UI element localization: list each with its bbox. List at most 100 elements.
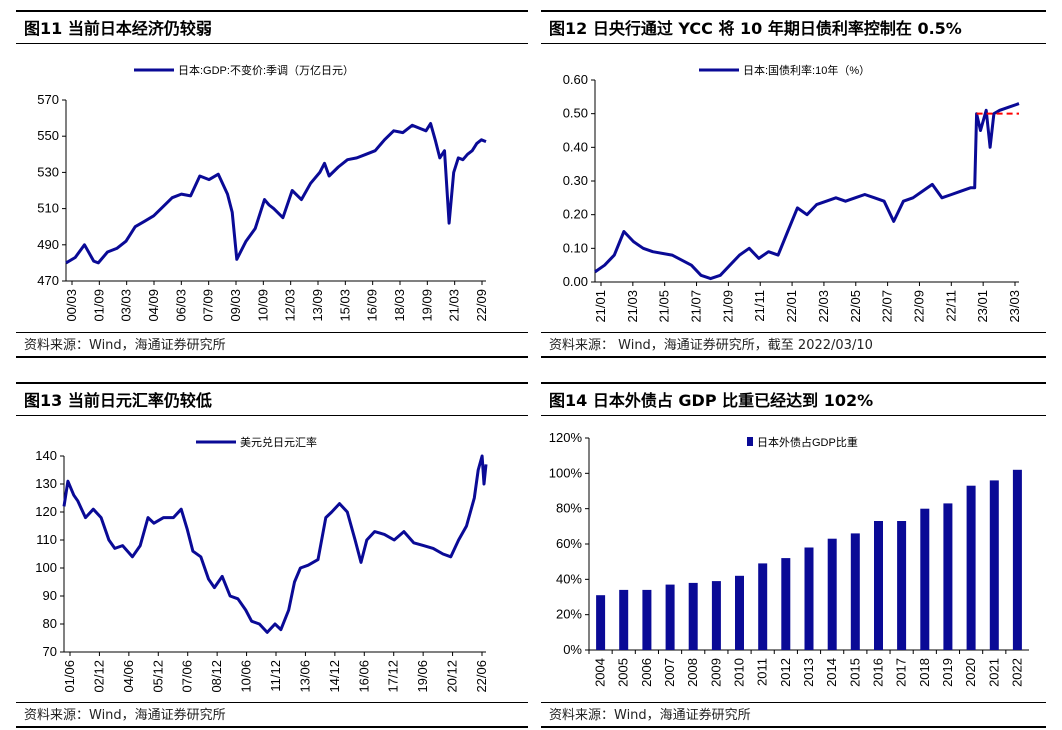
bar: [874, 521, 883, 650]
x-tick-label: 04/06: [121, 660, 136, 693]
source-note: 资料来源： Wind，海通证券研究所，截至 2022/03/10: [541, 332, 1046, 358]
y-tick-label: 20%: [556, 607, 582, 622]
x-tick-label: 2016: [870, 658, 885, 687]
external-debt-chart: 0% 20% 40% 60% 80% 100% 120% 2004 2005 2006 2007 20…: [549, 430, 1029, 687]
x-tick-label: 22/07: [880, 290, 895, 323]
bar: [920, 508, 930, 650]
x-tick-label: 2007: [662, 658, 677, 687]
y-tick-label: 70: [43, 644, 57, 659]
x-tick-label: 21/09: [720, 290, 735, 323]
panel-title: 图11 当前日本经济仍较弱: [16, 10, 528, 44]
x-tick-label: 2012: [778, 658, 793, 687]
x-tick-label: 2019: [940, 658, 955, 687]
x-tick-label: 06/03: [173, 289, 188, 322]
y-tick-label: 0.00: [563, 274, 588, 289]
x-tick-label: 22/09: [911, 290, 926, 323]
y-tick-label: 510: [37, 201, 59, 216]
bar: [665, 584, 675, 650]
source-note: 资料来源：Wind，海通证券研究所: [16, 332, 528, 358]
x-tick-label: 01/09: [91, 289, 106, 322]
x-tick-label: 2008: [685, 658, 700, 687]
y-tick-label: 0.60: [563, 72, 588, 87]
panel-external-debt: 图14 日本外债占 GDP 比重已经达到 102% 0% 20% 40% 60% 80%…: [541, 382, 1046, 728]
x-tick-label: 2021: [986, 658, 1001, 687]
legend-label: 日本:国债利率:10年（%）: [743, 63, 870, 77]
x-tick-label: 19/06: [415, 660, 430, 693]
y-tick-label: 0.30: [563, 173, 588, 188]
legend-label: 日本:GDP:不变价:季调（万亿日元）: [178, 63, 354, 77]
y-tick-label: 40%: [556, 571, 582, 586]
x-tick-label: 23/01: [975, 290, 990, 323]
x-tick-label: 21/11: [752, 290, 767, 322]
legend-label: 美元兑日元汇率: [240, 435, 317, 449]
x-tick-label: 2018: [917, 658, 932, 687]
bar: [827, 538, 837, 650]
gdp-chart: 470 490 510 530 550 570 00/03 01/09 03/03 04/09 06…: [37, 63, 489, 322]
series-line: [594, 102, 1020, 281]
bar: [619, 589, 629, 650]
x-tick-label: 11/12: [268, 660, 283, 692]
bar: [781, 558, 791, 650]
usdjpy-chart: 70 80 90 100 110 120 130 140 01/06 02/12 04/06 05/1…: [35, 435, 489, 693]
y-tick-label: 0.20: [563, 207, 588, 222]
bar: [897, 521, 907, 650]
x-tick-label: 07/06: [180, 660, 195, 693]
x-tick-label: 04/09: [146, 289, 161, 322]
source-note: 资料来源：Wind，海通证券研究所: [16, 702, 528, 728]
panel-title: 图13 当前日元汇率仍较低: [16, 382, 528, 416]
x-tick-label: 21/05: [657, 290, 672, 323]
x-tick-label: 14/12: [327, 660, 342, 693]
x-tick-label: 23/03: [1007, 290, 1022, 323]
x-tick-label: 2010: [732, 658, 747, 687]
x-tick-label: 07/09: [201, 289, 216, 322]
x-tick-label: 12/03: [283, 289, 298, 322]
y-tick-label: 60%: [556, 536, 582, 551]
x-tick-label: 16/06: [356, 660, 371, 693]
y-tick-label: 0%: [563, 642, 582, 657]
bar: [850, 533, 860, 650]
bar: [735, 575, 744, 650]
x-tick-label: 2006: [639, 658, 654, 687]
source-note: 资料来源：Wind，海通证券研究所: [541, 702, 1046, 728]
x-tick-label: 22/06: [474, 660, 489, 693]
x-tick-label: 2011: [755, 658, 770, 686]
panel-jgb-yield: 图12 日央行通过 YCC 将 10 年期日债利率控制在 0.5% 0.00 0.…: [541, 10, 1046, 360]
x-tick-label: 08/12: [209, 660, 224, 693]
bar: [1012, 469, 1022, 650]
series-line: [65, 122, 487, 265]
x-tick-label: 22/03: [816, 290, 831, 323]
x-tick-label: 2020: [963, 658, 978, 687]
x-tick-label: 21/03: [625, 290, 640, 323]
y-tick-label: 550: [37, 128, 59, 143]
x-tick-label: 2015: [847, 658, 862, 687]
x-tick-label: 22/11: [943, 290, 958, 322]
bar: [989, 480, 999, 650]
bar: [758, 563, 768, 650]
y-tick-label: 470: [37, 273, 59, 288]
x-tick-label: 21/07: [689, 290, 704, 323]
x-tick-label: 20/12: [445, 660, 460, 693]
panel-title: 图12 日央行通过 YCC 将 10 年期日债利率控制在 0.5%: [541, 10, 1046, 44]
x-tick-label: 01/06: [62, 660, 77, 693]
x-tick-label: 21/01: [593, 290, 608, 323]
y-tick-label: 490: [37, 237, 59, 252]
x-tick-label: 10/06: [239, 660, 254, 693]
x-tick-label: 15/03: [337, 289, 352, 322]
legend-label: 日本外债占GDP比重: [757, 435, 858, 449]
y-tick-label: 80: [43, 616, 57, 631]
x-tick-label: 13/06: [297, 660, 312, 693]
x-tick-label: 18/03: [392, 289, 407, 322]
bar: [642, 589, 652, 650]
bar: [804, 547, 814, 650]
x-tick-label: 02/12: [91, 660, 106, 693]
x-tick-label: 2022: [1009, 658, 1024, 687]
x-tick-label: 2005: [616, 658, 631, 687]
x-tick-label: 2014: [824, 658, 839, 687]
series-line: [62, 454, 488, 634]
bar: [596, 595, 606, 650]
jgb-yield-chart: 0.00 0.10 0.20 0.30 0.40 0.50 0.60 21/01 21/03 21…: [563, 63, 1022, 323]
y-tick-label: 140: [35, 448, 57, 463]
x-tick-label: 13/09: [310, 289, 325, 322]
x-tick-label: 03/03: [119, 289, 134, 322]
bar: [711, 581, 721, 650]
